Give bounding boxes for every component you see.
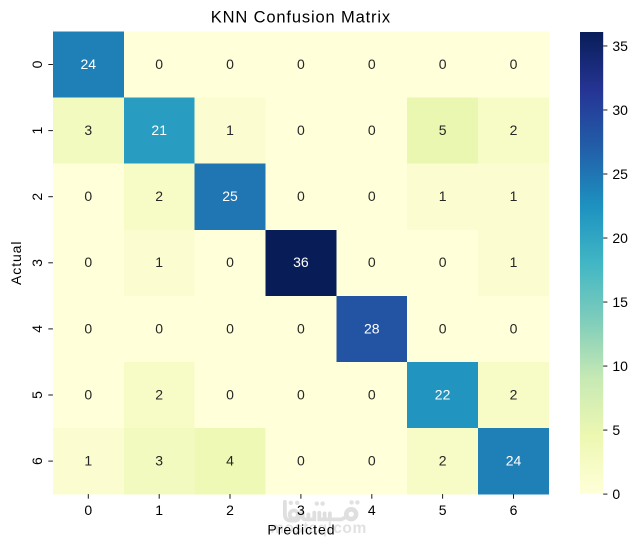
svg-text:0: 0 xyxy=(226,56,234,72)
svg-text:20: 20 xyxy=(612,230,628,246)
svg-text:0: 0 xyxy=(368,386,376,402)
svg-text:24: 24 xyxy=(81,56,97,72)
svg-text:36: 36 xyxy=(293,254,309,270)
svg-text:0: 0 xyxy=(297,386,305,402)
svg-text:15: 15 xyxy=(612,294,628,310)
svg-text:4: 4 xyxy=(226,453,234,469)
svg-text:4: 4 xyxy=(368,502,376,518)
svg-text:2: 2 xyxy=(155,188,163,204)
svg-text:0: 0 xyxy=(510,56,518,72)
svg-text:0: 0 xyxy=(29,60,45,68)
svg-text:0: 0 xyxy=(297,56,305,72)
svg-text:1: 1 xyxy=(155,254,163,270)
svg-text:1: 1 xyxy=(84,453,92,469)
svg-text:0: 0 xyxy=(155,320,163,336)
svg-text:0: 0 xyxy=(439,320,447,336)
svg-text:com: com xyxy=(333,520,367,537)
svg-text:24: 24 xyxy=(506,453,522,469)
svg-text:0: 0 xyxy=(226,386,234,402)
svg-text:mostaql: mostaql xyxy=(270,520,332,537)
svg-text:4: 4 xyxy=(29,325,45,333)
svg-text:0: 0 xyxy=(84,188,92,204)
svg-text:1: 1 xyxy=(439,188,447,204)
svg-text:3: 3 xyxy=(84,122,92,138)
svg-text:0: 0 xyxy=(84,254,92,270)
svg-text:3: 3 xyxy=(297,502,305,518)
svg-text:30: 30 xyxy=(612,102,628,118)
svg-text:0: 0 xyxy=(84,320,92,336)
svg-text:0: 0 xyxy=(226,254,234,270)
svg-text:22: 22 xyxy=(435,386,451,402)
svg-text:1: 1 xyxy=(510,254,518,270)
svg-text:2: 2 xyxy=(155,386,163,402)
svg-text:0: 0 xyxy=(297,453,305,469)
svg-text:0: 0 xyxy=(612,486,620,502)
svg-text:2: 2 xyxy=(510,386,518,402)
svg-text:1: 1 xyxy=(29,126,45,134)
svg-text:5: 5 xyxy=(439,122,447,138)
svg-text:0: 0 xyxy=(368,56,376,72)
svg-text:0: 0 xyxy=(368,122,376,138)
svg-text:2: 2 xyxy=(226,502,234,518)
svg-text:0: 0 xyxy=(439,56,447,72)
svg-text:3: 3 xyxy=(29,259,45,267)
svg-text:21: 21 xyxy=(151,122,167,138)
svg-text:6: 6 xyxy=(29,457,45,465)
svg-text:2: 2 xyxy=(439,453,447,469)
svg-text:5: 5 xyxy=(29,391,45,399)
svg-text:28: 28 xyxy=(364,320,380,336)
svg-text:1: 1 xyxy=(226,122,234,138)
svg-text:3: 3 xyxy=(155,453,163,469)
svg-text:10: 10 xyxy=(612,358,628,374)
svg-text:2: 2 xyxy=(29,193,45,201)
svg-text:0: 0 xyxy=(226,320,234,336)
svg-text:0: 0 xyxy=(439,254,447,270)
svg-text:1: 1 xyxy=(510,188,518,204)
svg-text:6: 6 xyxy=(510,502,518,518)
svg-text:35: 35 xyxy=(612,38,628,54)
svg-text:0: 0 xyxy=(155,56,163,72)
svg-text:0: 0 xyxy=(84,502,92,518)
svg-text:0: 0 xyxy=(510,320,518,336)
svg-text:25: 25 xyxy=(222,188,238,204)
svg-text:0: 0 xyxy=(297,188,305,204)
svg-text:0: 0 xyxy=(297,320,305,336)
svg-text:1: 1 xyxy=(155,502,163,518)
svg-text:KNN Confusion Matrix: KNN Confusion Matrix xyxy=(211,9,391,27)
svg-text:5: 5 xyxy=(439,502,447,518)
svg-text:Actual: Actual xyxy=(8,241,24,285)
svg-text:5: 5 xyxy=(612,422,620,438)
svg-text:0: 0 xyxy=(84,386,92,402)
svg-text:0: 0 xyxy=(368,453,376,469)
svg-text:0: 0 xyxy=(368,188,376,204)
svg-text:2: 2 xyxy=(510,122,518,138)
svg-text:0: 0 xyxy=(297,122,305,138)
svg-text:0: 0 xyxy=(368,254,376,270)
svg-text:Predicted: Predicted xyxy=(267,522,335,538)
svg-text:25: 25 xyxy=(612,166,628,182)
